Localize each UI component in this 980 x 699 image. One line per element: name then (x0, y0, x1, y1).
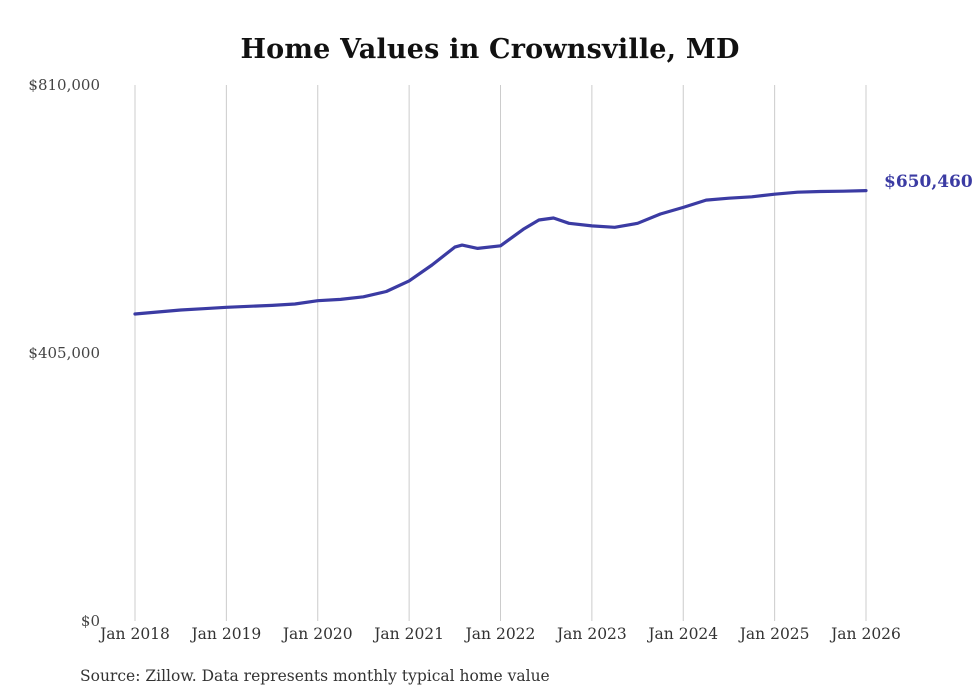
y-axis-tick-label-810000: $810,000 (28, 76, 100, 94)
source-note: Source: Zillow. Data represents monthly … (80, 667, 550, 685)
y-axis-tick-label-405000: $405,000 (28, 344, 100, 362)
home-value-line (133, 189, 868, 316)
vertical-gridlines (134, 85, 867, 621)
end-value-label: $650,460 (884, 172, 973, 192)
chart-title: Home Values in Crownsville, MD (240, 34, 740, 65)
y-axis-tick-label-0: $0 (80, 612, 100, 630)
